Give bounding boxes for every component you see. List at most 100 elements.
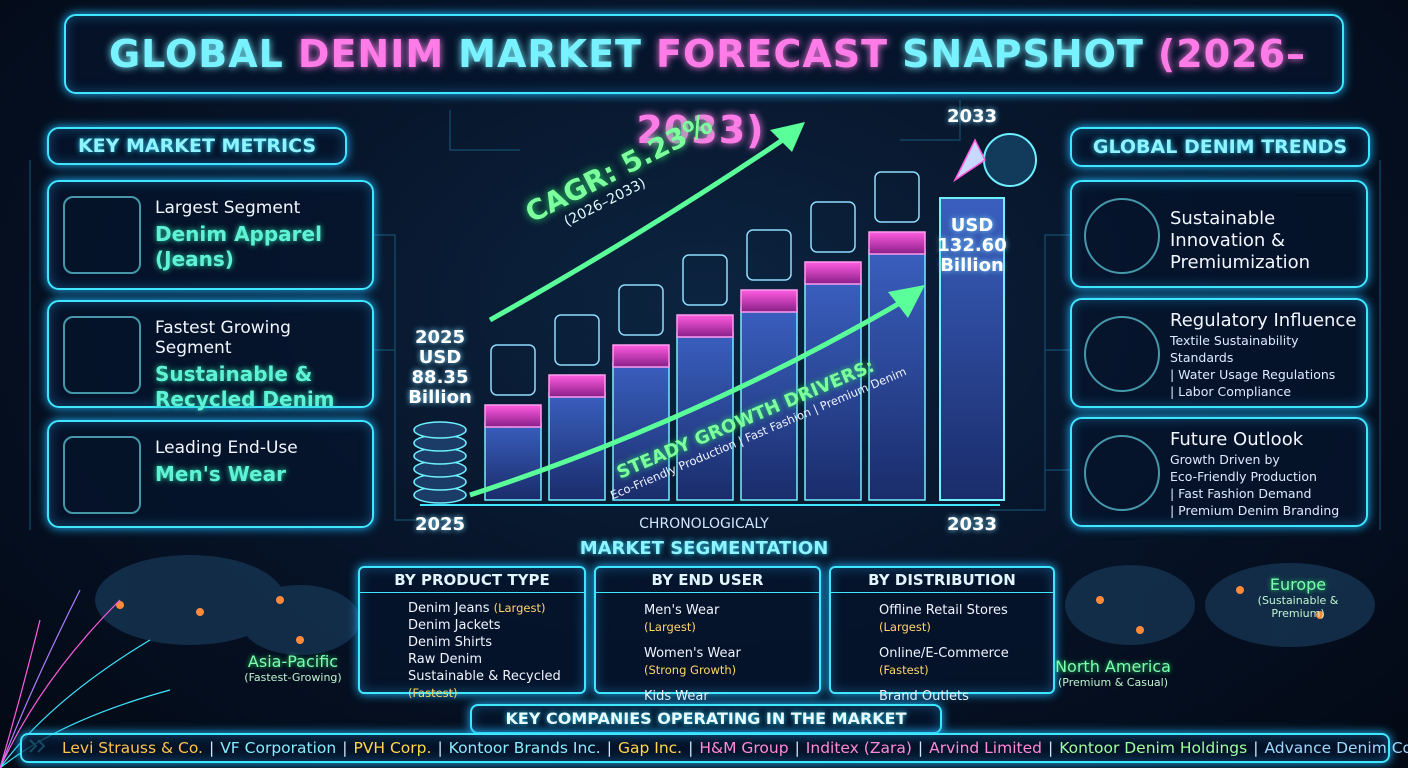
trend-icon <box>1084 198 1160 274</box>
company-name: PVH Corp. <box>353 739 432 757</box>
segment-item-name: Denim Shirts <box>408 635 492 650</box>
rocket-globe <box>953 133 1037 187</box>
segment-item-name: Sustainable & Recycled <box>408 669 561 684</box>
metric-value: Denim Apparel (Jeans) <box>155 222 322 271</box>
trend-icon <box>1084 316 1160 392</box>
metric-icon <box>63 436 141 514</box>
company-name: Kontoor Brands Inc. <box>448 739 601 757</box>
segment-item-name: Brand Outlets <box>879 689 969 704</box>
trend-line: | Fast Fashion Demand <box>1170 486 1312 501</box>
company-name: VF Corporation <box>220 739 337 757</box>
trend-line: Growth Driven by <box>1170 452 1280 467</box>
trend-icon <box>1084 435 1160 511</box>
segment-title: BY END USER <box>596 568 819 593</box>
company-separator: | <box>1047 739 1054 757</box>
segment-title: BY PRODUCT TYPE <box>360 568 584 593</box>
trend-line: Textile Sustainability Standards <box>1170 333 1299 365</box>
start-currency: USD <box>418 347 462 368</box>
region-label: Europe (Sustainable & Premium) <box>1235 575 1361 620</box>
title-part: MARKET <box>458 32 642 76</box>
company-separator: | <box>208 739 215 757</box>
company-name: H&M Group <box>699 739 789 757</box>
cagr-arrow <box>488 132 792 323</box>
company-name: Kontoor Denim Holdings <box>1059 739 1248 757</box>
end-block: USD 132.60 Billion <box>932 216 1012 276</box>
segment-box: BY PRODUCT TYPE Denim Jeans (Largest) Deni… <box>358 566 586 700</box>
metric-label: Largest Segment <box>155 198 301 218</box>
region-label: North America (Premium & Casual) <box>1050 657 1176 689</box>
metrics-heading-box: KEY MARKET METRICS <box>47 127 347 165</box>
trend-card: Regulatory Influence Textile Sustainabili… <box>1070 298 1368 408</box>
end-amount: 132.60 <box>937 235 1007 256</box>
metric-text: Leading End-Use Men's Wear <box>155 438 365 487</box>
segmentation-heading: MARKET SEGMENTATION <box>579 538 829 559</box>
growth-bars <box>484 171 1005 501</box>
trend-title: Future Outlook <box>1170 429 1304 450</box>
trend-title: Sustainable Innovation & Premiumization <box>1170 208 1311 273</box>
end-axis-label: 2033 <box>946 514 998 535</box>
segment-item-name: Denim Jeans <box>408 601 490 616</box>
trend-line: | Labor Compliance <box>1170 384 1292 399</box>
title-part: FORECAST <box>655 32 889 76</box>
region-note: (Premium & Casual) <box>1057 676 1169 689</box>
title: GLOBAL DENIM MARKET FORECAST SNAPSHOT (2026–2… <box>66 16 1342 168</box>
end-currency: USD <box>950 215 994 236</box>
metric-card: Leading End-Use Men's Wear <box>47 420 374 528</box>
segment-item-note: (Fastest) <box>879 663 929 677</box>
trend-text: Future Outlook Growth Driven by Eco-Friend… <box>1170 429 1360 519</box>
world-maps <box>95 555 1375 655</box>
region-name: North America <box>1055 657 1171 676</box>
region-name: Asia-Pacific <box>247 652 339 671</box>
segment-item: Raw Denim <box>408 651 580 668</box>
bar-part <box>740 289 798 313</box>
company-separator: | <box>342 739 348 757</box>
metric-value: Sustainable & Recycled Denim <box>155 362 335 411</box>
metric-label: Leading End-Use <box>155 438 298 458</box>
driver-arrow <box>469 297 907 498</box>
trend-title: Regulatory Influence <box>1170 310 1357 331</box>
end-unit: Billion <box>940 255 1004 276</box>
fiber-optics <box>0 589 171 768</box>
title-box: GLOBAL DENIM MARKET FORECAST SNAPSHOT (2026–2… <box>64 14 1344 152</box>
segment-item-name: Kids Wear <box>644 689 709 704</box>
trend-card: Sustainable Innovation & Premiumization <box>1070 180 1368 288</box>
metric-icon <box>63 196 141 274</box>
segment-list: Denim Jeans (Largest) Denim Jackets Denim … <box>408 600 580 702</box>
cagr-arrow-head <box>770 122 805 152</box>
metrics-heading: KEY MARKET METRICS <box>77 135 317 157</box>
company-separator: | <box>688 739 694 757</box>
title-part: DENIM <box>297 32 445 76</box>
bar-part <box>874 171 920 223</box>
segment-item: Brand Outlets <box>879 688 1049 705</box>
companies-heading: KEY COMPANIES OPERATING IN THE MARKET <box>505 709 907 728</box>
segment-item-note: (Largest) <box>879 620 931 634</box>
start-amount: 88.35 <box>411 367 469 388</box>
segment-item: Denim Shirts <box>408 634 580 651</box>
segment-item: Sustainable & Recycled (Fastest) <box>408 668 580 702</box>
start-year: 2025 <box>414 327 466 348</box>
segment-list: Offline Retail Stores (Largest) Online/E-… <box>879 602 1049 714</box>
bar-part <box>548 374 606 398</box>
bar-part <box>676 332 734 501</box>
trend-text: Regulatory Influence Textile Sustainabili… <box>1170 310 1360 400</box>
company-separator: | <box>606 739 612 757</box>
segment-item: Denim Jeans (Largest) <box>408 600 580 617</box>
segment-item: Women's Wear (Strong Growth) <box>644 645 815 679</box>
trends-heading-box: GLOBAL DENIM TRENDS <box>1070 127 1370 167</box>
title-part: (2026–2033) <box>636 32 1307 152</box>
bar-part <box>618 284 664 336</box>
metric-value: Men's Wear <box>155 462 286 486</box>
segment-item: Offline Retail Stores (Largest) <box>879 602 1049 636</box>
company-separator: | <box>1253 739 1259 757</box>
segment-box: BY END USER Men's Wear (Largest) Women's W… <box>594 566 821 704</box>
end-year: 2033 <box>946 106 998 127</box>
segment-item: Men's Wear (Largest) <box>644 602 815 636</box>
metric-icon <box>63 316 141 394</box>
segment-item-name: Online/E-Commerce <box>879 646 1009 661</box>
start-unit: Billion <box>408 387 472 408</box>
segment-item-note: (Fastest) <box>408 686 458 700</box>
bar-part <box>484 404 542 428</box>
segment-item-note: (Largest) <box>493 601 546 615</box>
metric-card: Fastest Growing Segment Sustainable & Rec… <box>47 300 374 411</box>
